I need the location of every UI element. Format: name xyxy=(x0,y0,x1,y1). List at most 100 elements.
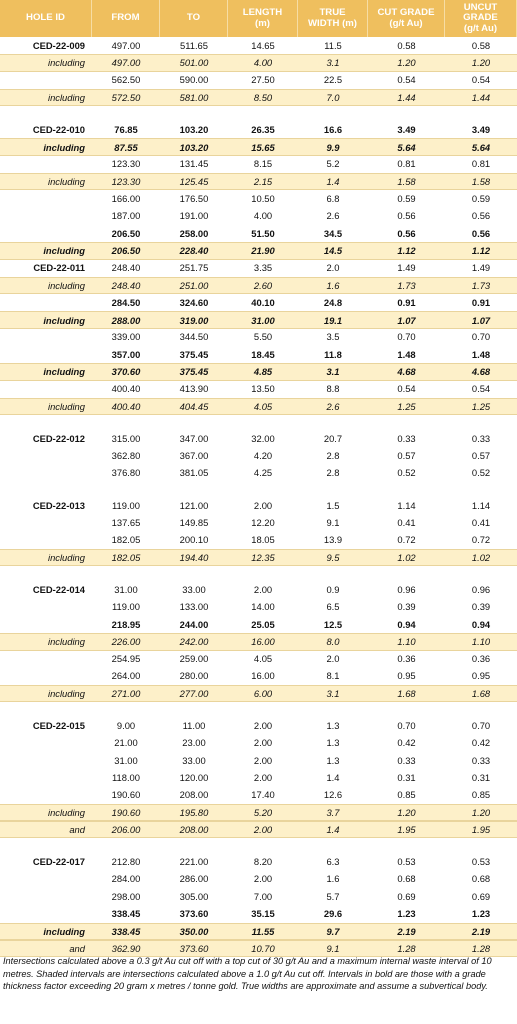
hole-id: CED-22-015 xyxy=(32,720,85,732)
table-row: 400.40 413.90 13.50 8.8 0.54 0.54 xyxy=(0,381,517,398)
cell: 8.50 xyxy=(253,92,273,104)
spacer xyxy=(0,566,517,581)
table-row: CED-22-015 9.00 11.00 2.00 1.3 0.70 0.70 xyxy=(0,717,517,734)
hole-cell: CED-22-010 xyxy=(0,124,92,135)
cell: 187.00 xyxy=(111,210,141,222)
table-row: 339.00 344.50 5.50 3.5 0.70 0.70 xyxy=(0,329,517,346)
cell: 190.60 xyxy=(111,807,141,819)
cell: 13.9 xyxy=(323,534,343,546)
cell: 31.00 xyxy=(114,583,138,595)
cell: 194.40 xyxy=(179,552,209,564)
header-cell: HOLE ID xyxy=(0,0,92,37)
cell: 2.00 xyxy=(253,499,273,511)
cell: 120.00 xyxy=(179,771,209,783)
cell: 8.15 xyxy=(253,158,273,170)
hole-cell: CED-22-013 xyxy=(0,500,92,511)
table-row: CED-22-017 212.80 221.00 8.20 6.3 0.53 0.53 xyxy=(0,853,517,870)
cell: 0.39 xyxy=(471,601,491,613)
cell: 1.48 xyxy=(397,348,416,360)
cell: 9.9 xyxy=(326,141,340,153)
cell: 400.40 xyxy=(111,401,141,413)
hole-id: CED-22-010 xyxy=(32,123,85,135)
table-row: CED-22-010 76.85 103.20 26.35 16.6 3.49 3.49 xyxy=(0,121,517,138)
cell: 18.45 xyxy=(251,348,275,360)
cell: 6.3 xyxy=(326,856,340,868)
cell: 13.50 xyxy=(251,383,275,395)
cell: 76.85 xyxy=(114,123,138,135)
row-label: including xyxy=(47,688,85,700)
cell: 0.42 xyxy=(397,737,416,749)
cell: 0.69 xyxy=(397,890,416,902)
table-row: 118.00 120.00 2.00 1.4 0.31 0.31 xyxy=(0,769,517,786)
cell: 0.70 xyxy=(471,720,491,732)
cell: 501.00 xyxy=(179,57,209,69)
cell: 0.96 xyxy=(471,583,491,595)
cell: 0.53 xyxy=(397,856,416,868)
cell: 298.00 xyxy=(111,890,141,902)
cell: 1.58 xyxy=(397,176,416,188)
cell: 21.90 xyxy=(251,245,275,257)
header-text: CUT GRADE xyxy=(377,7,435,18)
cell: 190.60 xyxy=(111,789,141,801)
cell: 280.00 xyxy=(179,670,209,682)
cell: 12.5 xyxy=(323,618,343,630)
table-row: 119.00 133.00 14.00 6.5 0.39 0.39 xyxy=(0,599,517,616)
cell: 3.49 xyxy=(471,123,491,135)
cell: 370.60 xyxy=(111,366,141,378)
cell: 1.6 xyxy=(326,280,340,291)
cell: 1.48 xyxy=(471,348,491,360)
cell: 1.20 xyxy=(471,807,491,819)
cell: 33.00 xyxy=(182,583,206,595)
header-cell: CUT GRADE (g/t Au) xyxy=(368,0,445,37)
header-cell: TRUE WIDTH (m) xyxy=(298,0,368,37)
cell: 1.44 xyxy=(471,92,491,104)
cell: 131.45 xyxy=(179,158,209,170)
row-label: including xyxy=(43,314,85,326)
cell: 0.58 xyxy=(471,39,491,51)
cell: 375.45 xyxy=(179,366,209,378)
row-label: including xyxy=(47,176,85,188)
cell: 1.10 xyxy=(471,636,491,648)
cell: 32.00 xyxy=(251,432,275,444)
cell: 0.96 xyxy=(397,583,416,595)
cell: 31.00 xyxy=(251,314,275,326)
cell: 11.5 xyxy=(324,39,342,51)
cell: 511.65 xyxy=(180,39,208,51)
header-text: WIDTH (m) xyxy=(307,17,358,29)
cell: 0.57 xyxy=(471,450,491,462)
cell: 0.9 xyxy=(326,583,340,595)
cell: 5.50 xyxy=(253,331,273,343)
cell: 277.00 xyxy=(179,688,209,700)
cell: 4.68 xyxy=(397,366,416,378)
cell: 286.00 xyxy=(179,873,209,885)
cell: 1.02 xyxy=(471,552,491,564)
hole-cell: including xyxy=(0,688,92,699)
cell: 33.00 xyxy=(182,754,206,766)
cell: 119.00 xyxy=(112,601,140,613)
hole-id: CED-22-013 xyxy=(32,499,85,511)
cell: 315.00 xyxy=(111,432,141,444)
cell: 572.50 xyxy=(111,92,141,104)
cell: 137.65 xyxy=(111,517,141,529)
table-row: including 400.40 404.45 4.05 2.6 1.25 1.25 xyxy=(0,397,517,416)
cell: 1.4 xyxy=(326,771,340,783)
cell: 34.5 xyxy=(323,227,343,239)
cell: 0.54 xyxy=(397,383,416,395)
cell: 373.60 xyxy=(179,908,209,919)
spacer xyxy=(0,838,517,853)
cell: 208.00 xyxy=(179,824,209,836)
spacer xyxy=(0,106,517,121)
cell: 0.33 xyxy=(471,432,491,444)
cell: 0.56 xyxy=(397,210,416,222)
table-row: including 248.40 251.00 2.60 1.6 1.73 1.73 xyxy=(0,276,517,295)
table-row: 218.95 244.00 25.05 12.5 0.94 0.94 xyxy=(0,616,517,633)
cell: 324.60 xyxy=(179,296,209,308)
cell: 1.25 xyxy=(397,401,416,413)
cell: 1.23 xyxy=(397,908,416,919)
cell: 16.00 xyxy=(251,670,275,682)
cell: 9.5 xyxy=(326,552,340,564)
row-label: including xyxy=(43,925,85,937)
cell: 0.53 xyxy=(471,856,491,868)
hole-cell: CED-22-011 xyxy=(0,262,92,273)
cell: 123.30 xyxy=(111,158,141,170)
